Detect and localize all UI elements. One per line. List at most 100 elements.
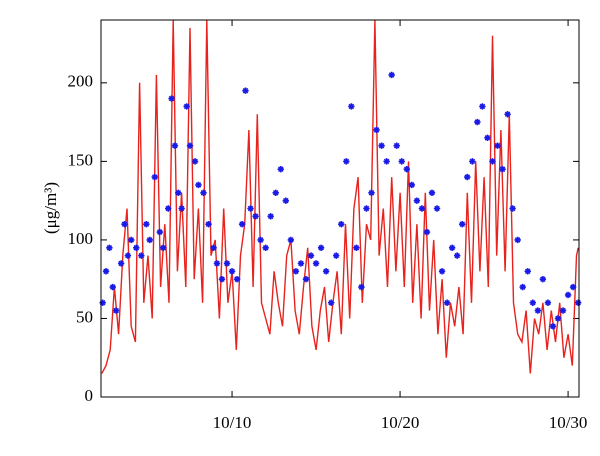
scatter-point <box>112 307 120 314</box>
scatter-point <box>257 236 264 244</box>
scatter-point <box>287 236 295 244</box>
scatter-point <box>200 189 207 196</box>
scatter-point <box>165 205 172 212</box>
scatter-point <box>124 252 132 259</box>
scatter-point <box>312 260 320 267</box>
scatter-point <box>252 213 259 220</box>
scatter-point <box>128 236 135 244</box>
scatter-point <box>242 87 249 94</box>
scatter-point <box>156 228 164 236</box>
scatter-point <box>277 166 284 173</box>
scatter-point <box>238 221 246 228</box>
y-axis-label: (μg/m³) <box>41 182 60 234</box>
scatter-point <box>479 103 486 110</box>
scatter-point <box>151 173 158 181</box>
scatter-point <box>117 260 125 267</box>
scatter-point <box>218 275 226 283</box>
scatter-point <box>143 221 150 228</box>
plot-frame <box>100 19 580 398</box>
scatter-point <box>368 189 375 196</box>
scatter-point <box>307 252 315 259</box>
scatter-point <box>373 126 380 134</box>
scatter-point <box>544 299 552 306</box>
scatter-point <box>438 268 446 275</box>
scatter-point <box>564 291 572 299</box>
scatter-point <box>195 181 202 189</box>
scatter-point <box>448 244 456 251</box>
scatter-point <box>282 197 290 204</box>
x-tick-label: 10/30 <box>549 413 588 432</box>
scatter-point <box>102 268 110 275</box>
scatter-point <box>213 260 221 267</box>
scatter-point <box>186 142 194 149</box>
scatter-point <box>322 268 330 275</box>
scatter-point <box>494 142 501 149</box>
scatter-point <box>514 236 521 244</box>
scatter-point <box>262 244 269 251</box>
scatter-point <box>191 158 199 165</box>
scatter-point <box>554 315 562 322</box>
scatter-point <box>348 103 355 110</box>
scatter-point <box>534 307 542 314</box>
scatter-point <box>383 158 390 165</box>
scatter-point <box>138 252 145 259</box>
scatter-point <box>519 283 526 291</box>
scatter-point <box>297 260 305 267</box>
scatter-point <box>327 299 335 306</box>
scatter-point <box>168 95 175 102</box>
scatter-point <box>529 299 536 306</box>
scatter-point <box>175 189 182 196</box>
y-tick-label: 0 <box>85 386 94 405</box>
scatter-point <box>569 283 577 291</box>
x-tick-label: 10/10 <box>213 413 252 432</box>
scatter-point <box>489 158 496 165</box>
scatter-point <box>358 283 365 291</box>
scatter-point <box>499 166 506 173</box>
scatter-point <box>205 221 212 228</box>
scatter-point <box>121 221 128 228</box>
scatter-point <box>509 205 516 212</box>
scatter-point <box>233 275 241 283</box>
scatter-point <box>353 244 360 251</box>
y-tick-label: 150 <box>68 150 94 169</box>
scatter-point <box>408 181 416 189</box>
scatter-point <box>178 205 185 212</box>
scatter-point <box>559 307 567 314</box>
scatter-point <box>133 244 140 251</box>
scatter-point <box>228 268 236 275</box>
scatter-point <box>210 244 217 251</box>
scatter-point <box>171 142 179 149</box>
scatter-point <box>223 260 231 267</box>
scatter-point <box>247 205 254 212</box>
scatter-point <box>267 213 274 220</box>
scatter-point <box>146 236 153 244</box>
scatter-point <box>333 252 340 259</box>
y-tick-label: 100 <box>68 229 94 248</box>
y-tick-label: 50 <box>76 307 93 326</box>
scatter-point <box>464 173 471 181</box>
scatter-point <box>302 275 310 283</box>
scatter-point <box>272 189 279 196</box>
scatter-point <box>183 103 190 110</box>
y-tick-label: 200 <box>68 72 94 91</box>
scatter-point <box>574 299 582 306</box>
scatter-point <box>469 158 476 165</box>
scatter-point <box>428 189 436 196</box>
scatter-point <box>292 268 300 275</box>
scatter-point <box>459 221 466 228</box>
scatter-point <box>443 299 451 306</box>
scatter-point <box>106 244 113 251</box>
scatter-point <box>388 71 395 79</box>
scatter-point <box>398 158 405 165</box>
scatter-point <box>418 205 426 212</box>
scatter-point <box>413 197 421 204</box>
scatter-point <box>453 252 461 259</box>
scatter-point <box>99 299 106 306</box>
scatter-point <box>504 111 511 118</box>
scatter-point <box>363 205 370 212</box>
scatter-point <box>433 205 441 212</box>
scatter-point <box>524 268 531 275</box>
data-line <box>101 20 579 374</box>
scatter-point <box>338 221 345 228</box>
